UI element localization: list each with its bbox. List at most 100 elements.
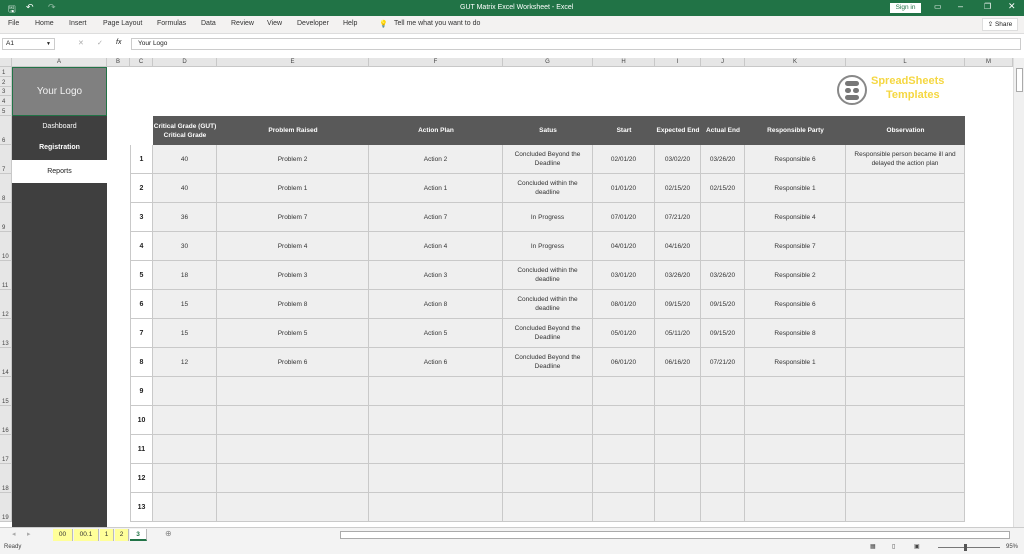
nav-reports[interactable]: Reports <box>12 160 107 183</box>
header-problem-raised[interactable]: Problem Raised <box>217 116 369 145</box>
table-cell[interactable]: Problem 7 <box>217 203 369 232</box>
table-cell[interactable]: Concluded Beyond the Deadline <box>503 319 593 348</box>
table-cell[interactable] <box>846 319 965 348</box>
row-rank[interactable]: 11 <box>130 435 153 464</box>
table-cell[interactable] <box>655 464 701 493</box>
table-cell[interactable]: 05/01/20 <box>593 319 655 348</box>
table-cell[interactable]: 12 <box>153 348 217 377</box>
table-cell[interactable]: 40 <box>153 174 217 203</box>
add-sheet-icon[interactable]: ⊕ <box>165 529 172 538</box>
table-cell[interactable]: Problem 1 <box>217 174 369 203</box>
table-cell[interactable]: 02/01/20 <box>593 145 655 174</box>
table-cell[interactable]: Responsible person became ill and delaye… <box>846 145 965 174</box>
table-cell[interactable]: Problem 3 <box>217 261 369 290</box>
table-cell[interactable] <box>217 406 369 435</box>
table-cell[interactable] <box>153 435 217 464</box>
tab-view[interactable]: View <box>267 20 283 27</box>
column-header[interactable]: C <box>130 58 153 67</box>
table-cell[interactable] <box>503 406 593 435</box>
row-header[interactable]: 13 <box>0 319 12 348</box>
table-cell[interactable]: Action 7 <box>369 203 503 232</box>
worksheet-grid[interactable]: A B C D E F G H I J K L M 1 2 3 4 5 6 7 8 9 10 11 12 13 14 15 16 17 18… <box>0 58 1013 527</box>
table-cell[interactable]: 08/01/20 <box>593 290 655 319</box>
table-cell[interactable] <box>846 203 965 232</box>
table-cell[interactable]: 40 <box>153 145 217 174</box>
tab-formulas[interactable]: Formulas <box>157 20 187 27</box>
table-cell[interactable]: 30 <box>153 232 217 261</box>
table-cell[interactable] <box>369 464 503 493</box>
table-cell[interactable] <box>153 464 217 493</box>
table-cell[interactable] <box>503 377 593 406</box>
table-cell[interactable]: Responsible 1 <box>745 348 846 377</box>
table-cell[interactable] <box>846 232 965 261</box>
table-cell[interactable]: Problem 6 <box>217 348 369 377</box>
table-cell[interactable]: 09/15/20 <box>701 319 745 348</box>
row-header[interactable]: 18 <box>0 464 12 493</box>
nav-dashboard[interactable]: Dashboard <box>42 122 77 130</box>
table-cell[interactable]: Action 3 <box>369 261 503 290</box>
table-cell[interactable]: Problem 2 <box>217 145 369 174</box>
table-cell[interactable] <box>153 406 217 435</box>
row-rank[interactable]: 2 <box>130 174 153 203</box>
table-cell[interactable]: 02/15/20 <box>655 174 701 203</box>
table-cell[interactable] <box>217 464 369 493</box>
table-cell[interactable] <box>153 377 217 406</box>
formula-input[interactable]: Your Logo <box>131 38 1021 50</box>
scroll-thumb[interactable] <box>1016 68 1023 92</box>
table-cell[interactable]: Concluded Beyond the Deadline <box>503 348 593 377</box>
save-icon[interactable]: 🖫 <box>8 4 16 14</box>
table-cell[interactable] <box>701 377 745 406</box>
tab-insert[interactable]: Insert <box>69 20 87 27</box>
row-header[interactable]: 4 <box>0 96 12 107</box>
table-cell[interactable]: 01/01/20 <box>593 174 655 203</box>
header-actual-end[interactable]: Actual End <box>701 116 745 145</box>
row-header[interactable]: 7 <box>0 145 12 174</box>
table-cell[interactable]: 07/21/20 <box>655 203 701 232</box>
table-cell[interactable]: Action 5 <box>369 319 503 348</box>
table-cell[interactable]: 09/15/20 <box>701 290 745 319</box>
restore-button[interactable]: ❐ <box>984 2 992 11</box>
table-cell[interactable] <box>503 493 593 522</box>
share-button[interactable]: ⇪ Share <box>982 18 1018 31</box>
header-expected-end[interactable]: Expected End <box>655 116 701 145</box>
row-header[interactable]: 15 <box>0 377 12 406</box>
column-header[interactable]: G <box>503 58 593 67</box>
table-cell[interactable] <box>701 406 745 435</box>
table-cell[interactable]: Concluded within the deadline <box>503 174 593 203</box>
table-cell[interactable]: Action 8 <box>369 290 503 319</box>
tab-review[interactable]: Review <box>231 20 254 27</box>
table-cell[interactable]: Action 1 <box>369 174 503 203</box>
table-cell[interactable] <box>593 377 655 406</box>
tab-developer[interactable]: Developer <box>297 20 329 27</box>
prev-sheet-icon[interactable]: ◂ <box>12 531 16 538</box>
sheet-tab-00[interactable]: 00 <box>53 529 73 541</box>
row-header[interactable]: 5 <box>0 106 12 116</box>
header-status[interactable]: Satus <box>503 116 593 145</box>
table-cell[interactable]: Action 6 <box>369 348 503 377</box>
row-header[interactable]: 1 <box>0 67 12 77</box>
table-cell[interactable]: 18 <box>153 261 217 290</box>
table-cell[interactable] <box>846 261 965 290</box>
column-header[interactable]: K <box>745 58 846 67</box>
column-header[interactable]: B <box>107 58 130 67</box>
table-cell[interactable] <box>745 464 846 493</box>
table-cell[interactable]: 15 <box>153 290 217 319</box>
table-cell[interactable]: 15 <box>153 319 217 348</box>
row-header[interactable]: 3 <box>0 86 12 97</box>
table-cell[interactable] <box>217 493 369 522</box>
redo-icon[interactable]: ↷ <box>48 2 56 12</box>
table-cell[interactable] <box>846 377 965 406</box>
tell-me-search[interactable]: Tell me what you want to do <box>394 20 481 27</box>
table-cell[interactable] <box>655 406 701 435</box>
column-header[interactable]: M <box>965 58 1013 67</box>
sheet-tab-2[interactable]: 2 <box>115 529 129 541</box>
table-cell[interactable] <box>846 348 965 377</box>
row-header[interactable]: 16 <box>0 406 12 435</box>
table-cell[interactable] <box>369 377 503 406</box>
table-cell[interactable] <box>593 435 655 464</box>
table-cell[interactable] <box>593 406 655 435</box>
table-cell[interactable]: 03/02/20 <box>655 145 701 174</box>
table-cell[interactable]: Concluded within the deadline <box>503 290 593 319</box>
table-cell[interactable] <box>369 435 503 464</box>
row-rank[interactable]: 10 <box>130 406 153 435</box>
